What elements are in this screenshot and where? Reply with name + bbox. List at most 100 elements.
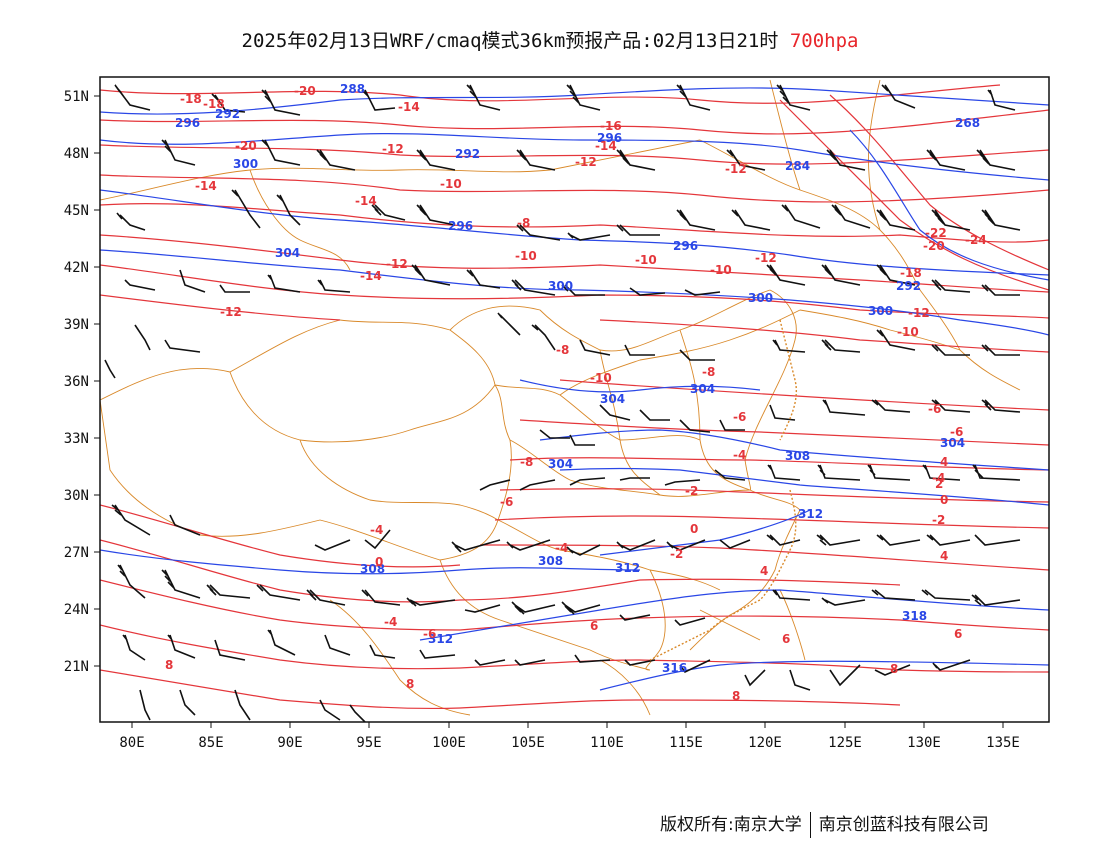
height-label: 292 xyxy=(215,107,240,121)
map-layers: 288 296 292 300 292 296 284 268 304 296 … xyxy=(100,79,1049,722)
lon-label: 110E xyxy=(590,735,624,751)
temperature-label: -6 xyxy=(733,410,746,424)
lat-label: 45N xyxy=(64,203,89,219)
map-border xyxy=(99,76,1050,723)
temperature-label: -10 xyxy=(440,177,462,191)
height-label: 304 xyxy=(940,436,965,450)
temperature-label: 2 xyxy=(935,477,943,491)
temperature-label: -24 xyxy=(965,233,987,247)
temperature-label: 6 xyxy=(590,619,598,633)
temperature-label: -10 xyxy=(635,253,657,267)
temperature-label: -10 xyxy=(897,325,919,339)
temperature-label: -12 xyxy=(386,257,408,271)
temperature-label: -14 xyxy=(360,269,382,283)
lat-label: 24N xyxy=(64,602,89,618)
company-name: 南京创蓝科技有限公司 xyxy=(818,815,989,835)
lon-label: 120E xyxy=(748,735,782,751)
temperature-label: 0 xyxy=(690,522,698,536)
longitude-labels: 80E 85E 90E 95E 100E 105E 110E 115E 120E… xyxy=(119,735,1020,751)
temperature-label: -10 xyxy=(590,371,612,385)
temperature-label: -14 xyxy=(355,194,377,208)
height-label: 304 xyxy=(600,392,625,406)
temperature-label: 0 xyxy=(940,493,948,507)
title-main: 2025年02月13日WRF/cmaq模式36km预报产品:02月13日21时 xyxy=(241,30,779,52)
temperature-label: -8 xyxy=(517,216,530,230)
temperature-label: -14 xyxy=(595,139,617,153)
lon-label: 115E xyxy=(669,735,703,751)
temperature-label: 8 xyxy=(732,689,740,703)
footer-credits: 版权所有:南京大学 南京创蓝科技有限公司 xyxy=(660,810,989,838)
temperature-label: -22 xyxy=(925,226,947,240)
temperature-label: -6 xyxy=(928,402,941,416)
height-label: 292 xyxy=(455,147,480,161)
lon-label: 130E xyxy=(907,735,941,751)
temperature-label: -8 xyxy=(520,455,533,469)
temperature-label: -14 xyxy=(195,179,217,193)
latitude-axis xyxy=(94,95,100,667)
temperature-label: -4 xyxy=(370,523,383,537)
lat-label: 30N xyxy=(64,488,89,504)
temperature-label: 4 xyxy=(940,549,948,563)
temperature-label: -20 xyxy=(923,239,945,253)
height-label: 308 xyxy=(360,562,385,576)
temperature-label: -6 xyxy=(500,495,513,509)
lat-label: 42N xyxy=(64,260,89,276)
height-label: 288 xyxy=(340,82,365,96)
temperature-label: -18 xyxy=(180,92,202,106)
title-level: 700hpa xyxy=(789,30,859,52)
lon-label: 100E xyxy=(432,735,466,751)
height-label: 296 xyxy=(597,131,622,145)
temperature-label: -8 xyxy=(556,343,569,357)
lat-label: 36N xyxy=(64,374,89,390)
wind-barbs xyxy=(104,84,1021,722)
height-label: 284 xyxy=(785,159,810,173)
height-label: 304 xyxy=(548,457,573,471)
temperature-label: 6 xyxy=(782,632,790,646)
temperature-label: -18 xyxy=(203,97,225,111)
temperature-label: -6 xyxy=(423,627,436,641)
temperature-label: -6 xyxy=(950,425,963,439)
temperature-label: -20 xyxy=(235,139,257,153)
height-label: 300 xyxy=(233,157,258,171)
lat-label: 48N xyxy=(64,146,89,162)
temperature-label: -2 xyxy=(685,484,698,498)
height-label: 300 xyxy=(748,291,773,305)
lat-label: 21N xyxy=(64,659,89,675)
height-label: 300 xyxy=(548,279,573,293)
temperature-label: 4 xyxy=(940,455,948,469)
height-label: 312 xyxy=(798,507,823,521)
temperature-labels: -18 -18 -20 -14 -14 -16 -14 -12 -12 -20 … xyxy=(165,84,987,703)
temperature-label: -12 xyxy=(575,155,597,169)
temperature-label: -4 xyxy=(384,615,397,629)
temperature-label: -10 xyxy=(710,263,732,277)
temperature-label: -10 xyxy=(515,249,537,263)
temperature-label: -14 xyxy=(398,100,420,114)
temperature-label: -18 xyxy=(900,266,922,280)
height-label: 296 xyxy=(175,116,200,130)
height-contours xyxy=(100,87,1049,691)
temperature-label: 8 xyxy=(406,677,414,691)
height-label: 318 xyxy=(902,609,927,623)
height-label: 304 xyxy=(275,246,300,260)
longitude-axis xyxy=(131,722,1004,728)
lon-label: 80E xyxy=(119,735,144,751)
lon-label: 85E xyxy=(198,735,223,751)
temperature-label: -20 xyxy=(294,84,316,98)
height-label: 296 xyxy=(448,219,473,233)
temperature-label: 8 xyxy=(165,658,173,672)
height-labels: 288 296 292 300 292 296 284 268 304 296 … xyxy=(175,82,980,675)
temperature-label: 6 xyxy=(954,627,962,641)
temperature-label: -8 xyxy=(702,365,715,379)
temperature-label: -12 xyxy=(725,162,747,176)
lon-label: 125E xyxy=(828,735,862,751)
lat-label: 51N xyxy=(64,89,89,105)
temperature-label: -16 xyxy=(600,119,622,133)
temperature-label: -12 xyxy=(908,306,930,320)
temperature-label: 0 xyxy=(375,555,383,569)
lat-label: 39N xyxy=(64,317,89,333)
temperature-contours xyxy=(100,84,1049,710)
height-label: 308 xyxy=(785,449,810,463)
temperature-label: -12 xyxy=(382,142,404,156)
lon-label: 90E xyxy=(277,735,302,751)
